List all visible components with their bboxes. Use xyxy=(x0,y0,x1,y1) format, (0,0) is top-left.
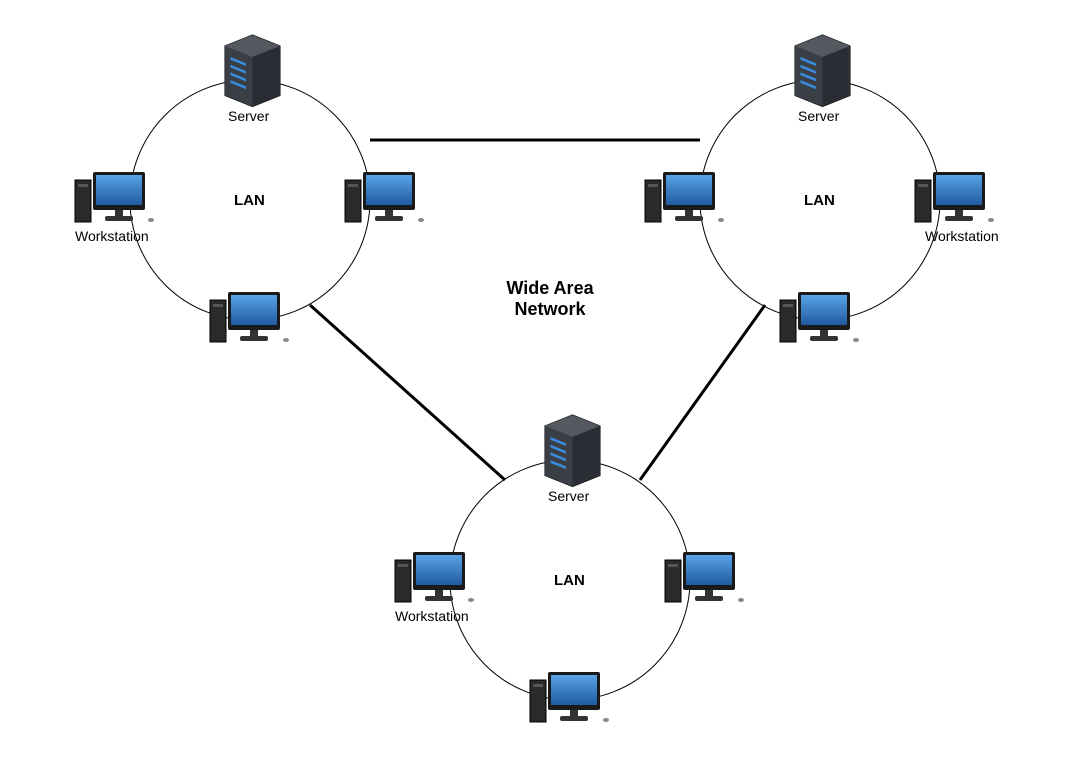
workstation-label: Workstation xyxy=(925,228,999,244)
lan-label: LAN xyxy=(554,572,585,589)
workstation-icon xyxy=(645,172,724,222)
workstation-icon xyxy=(780,292,859,342)
lan-group xyxy=(645,35,994,342)
server-icon xyxy=(225,35,280,107)
wan-link xyxy=(640,305,765,480)
wan-link xyxy=(310,305,505,480)
server-icon xyxy=(795,35,850,107)
workstation-label: Workstation xyxy=(75,228,149,244)
workstation-icon xyxy=(345,172,424,222)
server-icon xyxy=(545,415,600,487)
workstation-label: Workstation xyxy=(395,608,469,624)
wan-title: Wide Area Network xyxy=(490,278,610,320)
wan-title-line1: Wide Area xyxy=(490,278,610,299)
server-label: Server xyxy=(548,488,589,504)
workstation-icon xyxy=(915,172,994,222)
server-label: Server xyxy=(228,108,269,124)
server-label: Server xyxy=(798,108,839,124)
workstation-icon xyxy=(665,552,744,602)
lan-group xyxy=(75,35,424,342)
lan-label: LAN xyxy=(804,192,835,209)
workstation-icon xyxy=(75,172,154,222)
lan-label: LAN xyxy=(234,192,265,209)
wan-title-line2: Network xyxy=(490,299,610,320)
workstation-icon xyxy=(210,292,289,342)
network-diagram xyxy=(0,0,1089,767)
workstation-icon xyxy=(395,552,474,602)
lan-group xyxy=(395,415,744,722)
workstation-icon xyxy=(530,672,609,722)
